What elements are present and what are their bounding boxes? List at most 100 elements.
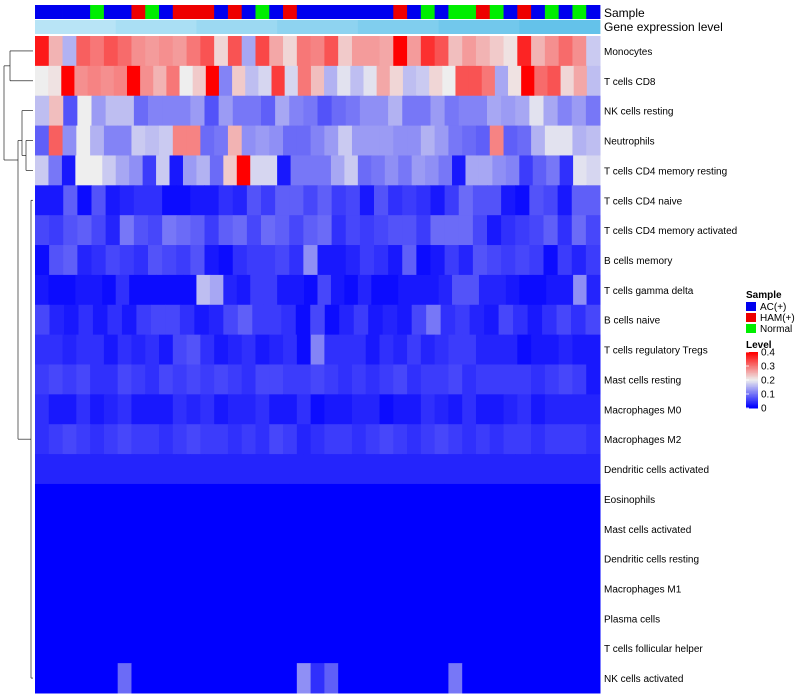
legend-tick-label: 0.1 (761, 390, 775, 401)
heatmap-cell (489, 334, 505, 365)
heatmap-cell (430, 573, 446, 604)
heatmap-cell (416, 95, 431, 127)
heatmap-cell (263, 155, 278, 186)
heatmap-cell (204, 573, 220, 604)
heatmap-cell (261, 513, 276, 545)
heatmap-cell (489, 364, 505, 395)
heatmap-cell (105, 483, 121, 515)
legend-gradient-step (746, 392, 758, 395)
heatmap-cell (150, 304, 166, 336)
heatmap-cell (115, 274, 130, 306)
heatmap-cell (571, 483, 587, 515)
heatmap-cell (430, 603, 446, 634)
heatmap-cell (444, 454, 460, 485)
heatmap-cell (585, 185, 601, 216)
heatmap-cell (190, 543, 205, 575)
heatmap-cell (63, 215, 78, 246)
heatmap-cell (492, 274, 507, 306)
heatmap-cell (571, 633, 587, 664)
heatmap-cells (35, 36, 601, 694)
heatmap-cell (113, 65, 128, 97)
heatmap-cell (515, 95, 530, 127)
sample-annotation-cell (462, 5, 477, 19)
heatmap-cell (218, 633, 234, 664)
heatmap-cell (420, 394, 436, 425)
heatmap-cell (416, 245, 431, 276)
heatmap-cell (547, 65, 562, 97)
legend-tick-label: 0.2 (761, 376, 775, 387)
heatmap-cell (440, 304, 456, 336)
heatmap-cell (331, 513, 347, 545)
heatmap-cell (515, 215, 530, 246)
sample-annotation-cell (489, 5, 504, 19)
heatmap-cell (232, 95, 248, 127)
heatmap-cell (359, 573, 375, 604)
heatmap-cell (501, 95, 516, 127)
heatmap-cell (398, 155, 413, 186)
heatmap-cell (359, 454, 375, 485)
heatmap-cell (261, 483, 276, 515)
heatmap-cell (402, 95, 417, 127)
legend-gradient-step (746, 399, 758, 402)
heatmap-cell (374, 454, 389, 485)
heatmap-cell (162, 454, 177, 485)
legend-swatch (746, 324, 756, 333)
heatmap-cell (205, 65, 220, 97)
heatmap-cell (331, 573, 347, 604)
heatmap-cell (420, 125, 436, 156)
heatmap-cell (232, 573, 248, 604)
sample-annotation-cell (172, 5, 187, 19)
heatmap-cell (275, 633, 290, 664)
heatmap-cell (186, 36, 201, 67)
heatmap-cell (571, 603, 587, 634)
heatmap-cell (310, 304, 326, 336)
heatmap-cell (397, 304, 413, 336)
heatmap-cell (359, 603, 375, 634)
heatmap-cell (261, 633, 276, 664)
sample-annotation-cell (503, 5, 518, 19)
heatmap-cell (246, 543, 262, 575)
heatmap-cell (492, 155, 507, 186)
heatmap-cell (365, 36, 381, 67)
heatmap-cell (558, 36, 573, 67)
heatmap-cell (237, 304, 253, 336)
heatmap-cell (103, 394, 119, 425)
heatmap-cell (283, 334, 298, 365)
heatmap-cell (331, 95, 347, 127)
heatmap-cell (374, 513, 389, 545)
heatmap-cell (133, 245, 149, 276)
heatmap-cell (452, 274, 466, 306)
heatmap-cell (543, 215, 559, 246)
heatmap-cell (303, 95, 318, 127)
heatmap-cell (90, 424, 105, 455)
sample-annotation-cell (62, 5, 77, 19)
heatmap-cell (74, 65, 89, 97)
heatmap-cell (531, 394, 546, 425)
heatmap-cell (196, 155, 211, 186)
heatmap-cell (200, 364, 215, 395)
heatmap-cell (117, 364, 132, 395)
heatmap-cell (204, 543, 220, 575)
heatmap-cell (317, 573, 333, 604)
heatmap-cell (269, 394, 284, 425)
heatmap-cell (241, 364, 256, 395)
heatmap-cell (585, 215, 601, 246)
heatmap-cell (162, 603, 177, 634)
heatmap-cell (426, 304, 442, 336)
heatmap-cell (186, 364, 201, 395)
heatmap-cell (204, 245, 220, 276)
heatmap-cell (407, 364, 422, 395)
heatmap-cell (190, 245, 205, 276)
heatmap-cell (374, 573, 389, 604)
sample-annotation-cell (76, 5, 91, 19)
heatmap-cell (416, 483, 431, 515)
heatmap-cell (91, 543, 107, 575)
heatmap-cell (303, 483, 318, 515)
heatmap-cell (557, 245, 573, 276)
heatmap-cell (503, 125, 518, 156)
heatmap-cell (303, 573, 318, 604)
legend-gradient-step (746, 398, 758, 401)
heatmap-cell (345, 215, 361, 246)
heatmap-cell (48, 274, 63, 306)
heatmap-cell (324, 364, 339, 395)
